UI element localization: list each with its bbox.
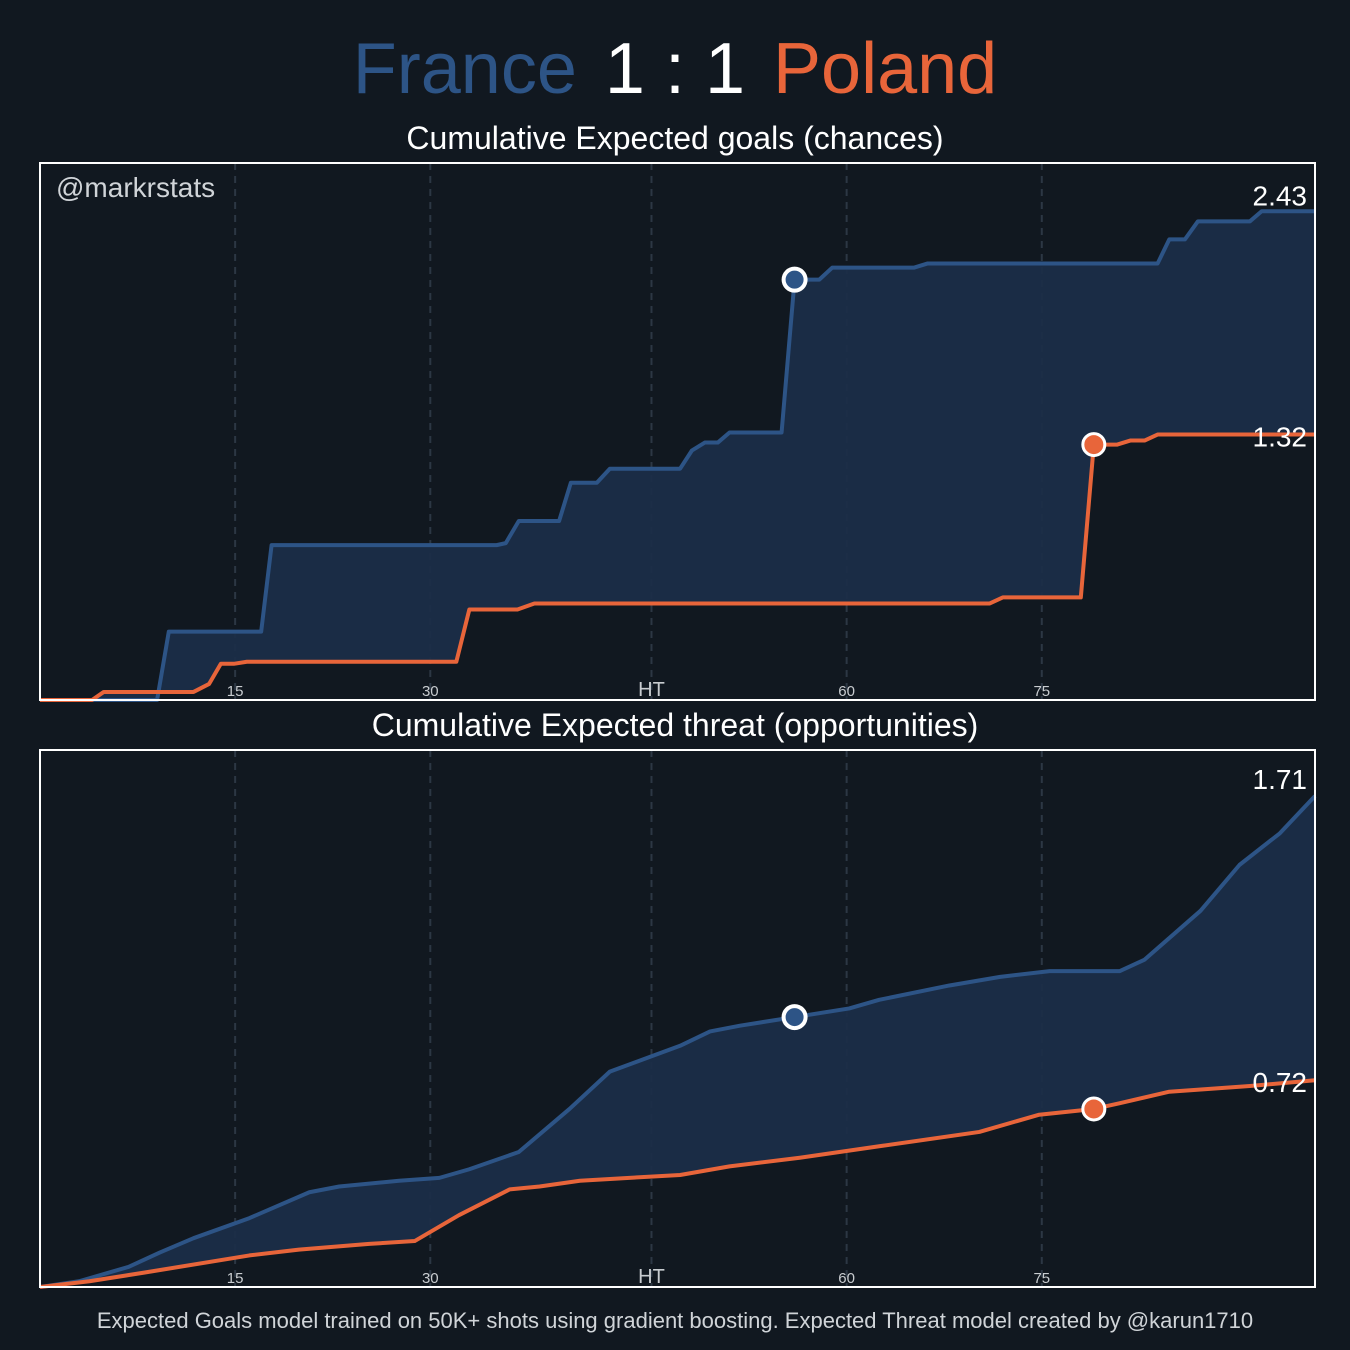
fill-between-area (40, 795, 1315, 1287)
france-line (40, 209, 1315, 702)
fill-between-area (40, 211, 1315, 701)
x-tick-label: 30 (422, 683, 439, 700)
poland-goal-marker (1081, 1096, 1107, 1122)
plot-frame (39, 749, 1316, 1288)
watermark: @markrstats (56, 172, 216, 203)
x-tick-label: 75 (1033, 683, 1050, 700)
france-goal-marker (781, 1004, 808, 1031)
x-tick-label: 15 (227, 1270, 244, 1287)
france-final-value: 1.71 (1253, 764, 1308, 795)
away-team-name: Poland (773, 29, 998, 109)
france-goal-marker (781, 266, 808, 293)
match-score: 1 : 1 (604, 29, 745, 109)
home-team-name: France (352, 29, 577, 109)
xg-plot: 15 30 HT 60 75 2.43 1.32 (39, 162, 1316, 702)
poland-final-value: 1.32 (1253, 422, 1308, 453)
xt-chart-title: Cumulative Expected threat (opportunitie… (371, 707, 979, 743)
plot-frame (39, 162, 1316, 701)
france-line (39, 794, 1317, 1289)
poland-line (40, 432, 1315, 702)
footer-note: Expected Goals model trained on 50K+ sho… (96, 1308, 1254, 1333)
x-tick-label: 60 (838, 1270, 855, 1287)
x-tick-label: 30 (422, 1270, 439, 1287)
xt-plot: 15 30 HT 60 75 1.71 0.72 (39, 749, 1317, 1289)
poland-final-value: 0.72 (1253, 1067, 1308, 1098)
poland-goal-marker (1081, 432, 1107, 458)
x-tick-label: 75 (1033, 1270, 1050, 1287)
x-tick-label: 15 (227, 683, 244, 700)
match-header: France 1 : 1 Poland (0, 28, 1350, 110)
xg-chart-title: Cumulative Expected goals (chances) (406, 120, 944, 156)
x-tick-label: 60 (838, 683, 855, 700)
x-tick-label: HT (638, 1266, 665, 1288)
france-final-value: 2.43 (1253, 180, 1308, 211)
x-tick-label: HT (638, 679, 665, 701)
